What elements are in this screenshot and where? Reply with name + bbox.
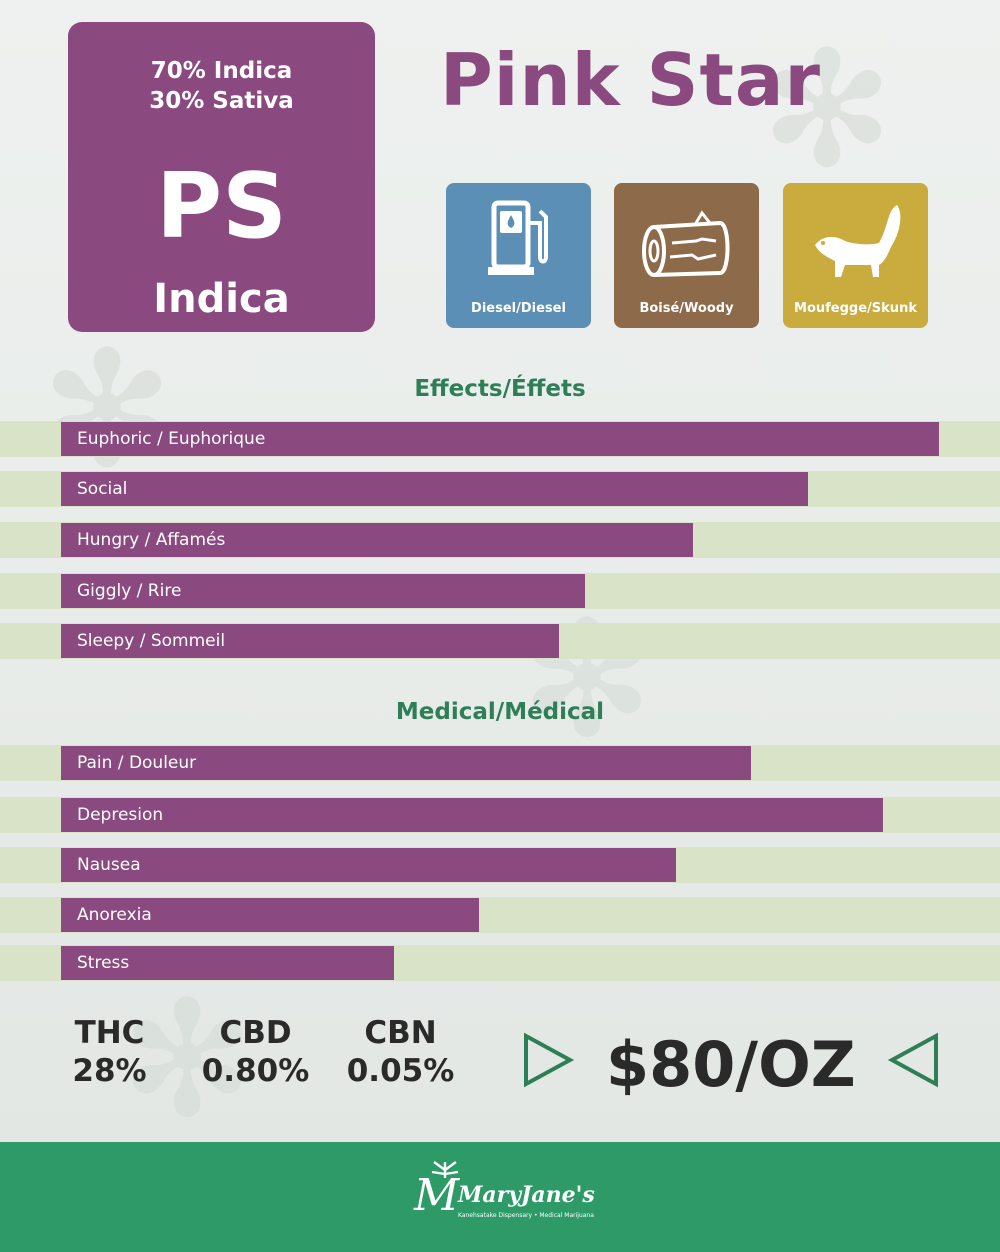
level-bar: Hungry / Affamés [61, 523, 693, 557]
strain-badge: 70% Indica 30% Sativa PS Indica [68, 22, 375, 332]
footer-band [0, 1142, 1000, 1252]
leaf-watermark-icon: ✻ [120, 966, 255, 1153]
price: $80/OZ [606, 1028, 856, 1101]
indica-percentage: 70% Indica [150, 58, 293, 84]
cannabinoid-value: 0.05% [346, 1053, 455, 1089]
level-bar: Pain / Douleur [61, 746, 751, 780]
triangle-left-icon [887, 1032, 938, 1088]
cannabinoid-value: 28% [72, 1053, 147, 1089]
level-bar: Euphoric / Euphorique [61, 422, 939, 456]
aroma-label: Moufegge/Skunk [794, 301, 917, 316]
gas-pump-icon [488, 200, 548, 275]
cannabis-leaf-icon [431, 1161, 459, 1178]
sativa-percentage: 30% Sativa [149, 88, 294, 114]
strain-title: Pink Star [440, 38, 822, 122]
thc-stat: THC 28% [52, 1015, 167, 1089]
level-bar: Sleepy / Sommeil [61, 624, 559, 658]
log-icon [642, 210, 730, 277]
level-bar: Anorexia [61, 898, 479, 932]
level-bar: Stress [61, 946, 394, 980]
cannabinoid-value: 0.80% [201, 1053, 310, 1089]
cannabinoid-name: CBN [364, 1015, 437, 1051]
cannabinoid-name: CBD [219, 1015, 292, 1051]
level-bar: Giggly / Rire [61, 574, 585, 608]
brand-tagline: Kanehsatake Dispensary • Medical Marijua… [458, 1212, 594, 1219]
effects-heading: Effects/Éffets [414, 376, 586, 402]
aroma-tile-diesel: Diesel/Diesel [446, 183, 591, 328]
cannabinoid-name: THC [74, 1015, 145, 1051]
strain-abbreviation: PS [156, 154, 287, 259]
cbn-stat: CBN 0.05% [343, 1015, 458, 1089]
cbd-stat: CBD 0.80% [198, 1015, 313, 1089]
level-bar: Depresion [61, 798, 883, 832]
aroma-label: Diesel/Diesel [471, 301, 566, 316]
level-bar: Nausea [61, 848, 676, 882]
aroma-tile-skunk: Moufegge/Skunk [783, 183, 928, 328]
medical-heading: Medical/Médical [395, 699, 605, 725]
aroma-label: Boisé/Woody [639, 301, 734, 316]
brand-monogram: M [414, 1170, 460, 1221]
level-bar: Social [61, 472, 808, 506]
strain-type: Indica [153, 276, 290, 322]
skunk-icon [815, 205, 901, 277]
leaf-watermark-icon: ✻ [40, 316, 175, 503]
triangle-right-icon [524, 1032, 575, 1088]
brand-name: MaryJane's [458, 1182, 595, 1208]
leaf-watermark-icon: ✻ [760, 16, 895, 203]
aroma-tile-woody: Boisé/Woody [614, 183, 759, 328]
